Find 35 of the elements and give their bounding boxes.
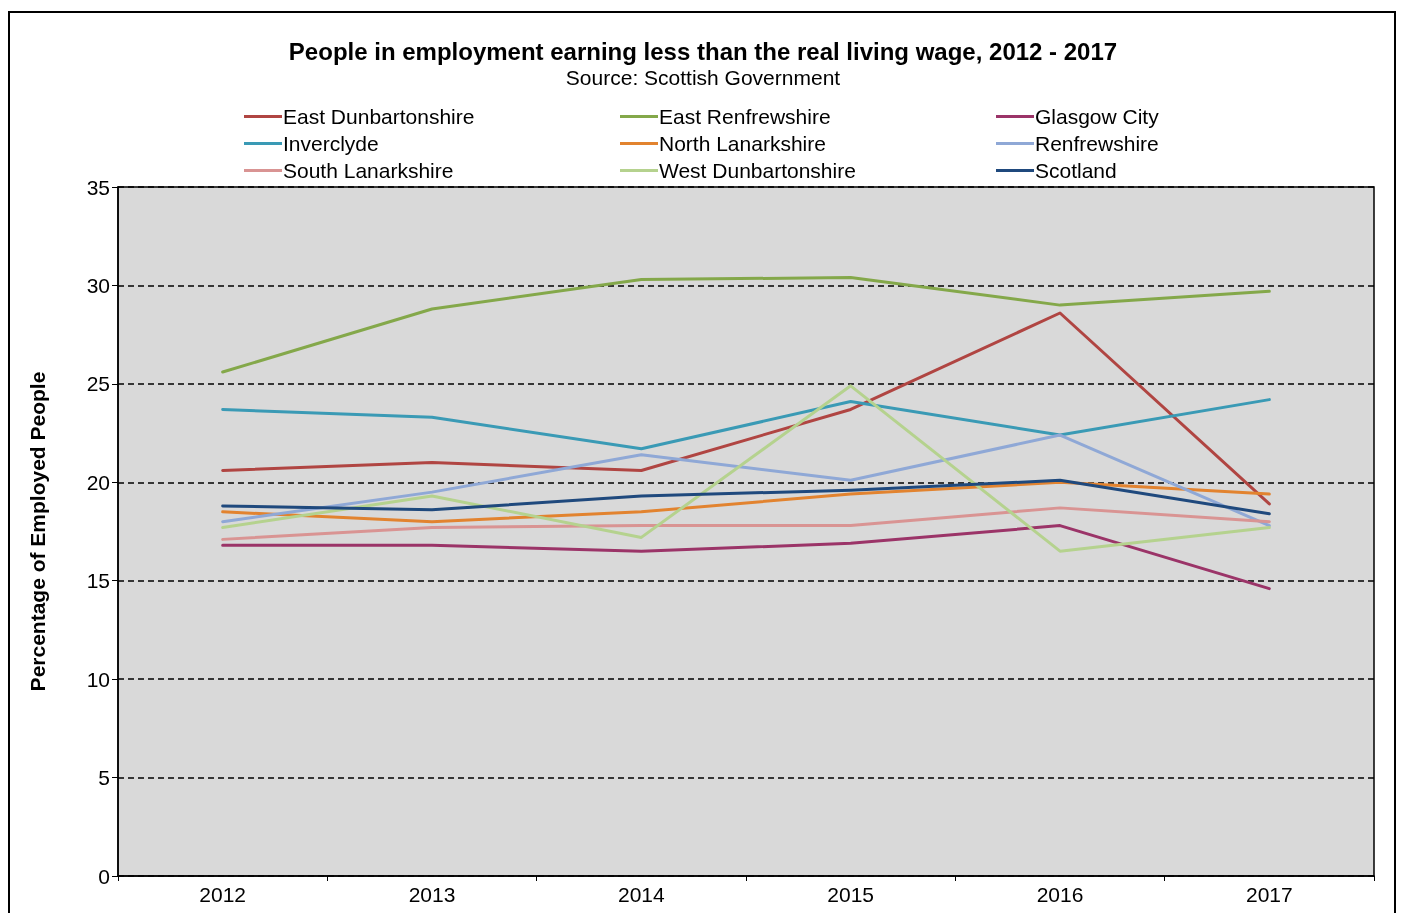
legend-label: Inverclyde <box>283 132 379 155</box>
legend-label: North Lanarkshire <box>659 132 826 155</box>
legend-label: East Dunbartonshire <box>283 105 475 128</box>
legend-label: South Lanarkshire <box>283 159 454 182</box>
x-tick-label: 2015 <box>827 883 875 906</box>
legend-label: Renfrewshire <box>1035 132 1159 155</box>
y-tick-label: 20 <box>86 470 110 494</box>
x-tick-label: 2016 <box>1036 883 1084 906</box>
y-tick-label: 15 <box>86 569 110 593</box>
legend-label: Glasgow City <box>1035 105 1160 128</box>
line-series <box>221 311 1271 506</box>
line-series <box>221 478 1271 516</box>
legend-label: West Dunbartonshire <box>659 159 856 182</box>
line-series <box>221 276 1271 374</box>
x-tick-label: 2013 <box>408 883 456 906</box>
legend-label: East Renfrewshire <box>659 105 831 128</box>
line-series <box>221 398 1271 451</box>
legend-label: Scotland <box>1035 159 1117 182</box>
x-tick-label: 2012 <box>199 883 247 906</box>
y-tick-label: 5 <box>98 766 110 790</box>
y-tick-label: 0 <box>98 864 110 888</box>
y-tick-label: 25 <box>86 372 110 396</box>
line-series <box>221 384 1271 553</box>
chart-title: People in employment earning less than the real living wage, 2012 - 2017 <box>288 37 1118 65</box>
y-tick-label: 30 <box>86 273 110 297</box>
x-tick-label: 2017 <box>1245 883 1293 906</box>
line-series <box>221 480 1271 524</box>
line-series <box>221 524 1271 591</box>
y-axis-title: Percentage of Employed People <box>26 371 49 692</box>
line-series <box>221 506 1271 541</box>
y-tick-label: 10 <box>86 667 110 691</box>
x-tick-label: 2014 <box>617 883 666 906</box>
y-tick-label: 35 <box>86 175 110 199</box>
line-series <box>221 433 1271 528</box>
chart-subtitle: Source: Scottish Government <box>565 66 841 89</box>
